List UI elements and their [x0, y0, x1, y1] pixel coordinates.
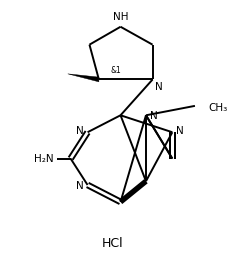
Text: N: N — [76, 126, 84, 136]
Text: N: N — [175, 126, 183, 136]
Polygon shape — [67, 74, 99, 82]
Text: &1: &1 — [110, 66, 120, 75]
Text: NH: NH — [112, 12, 128, 22]
Text: N: N — [76, 181, 84, 191]
Text: N: N — [149, 111, 157, 121]
Text: CH₃: CH₃ — [207, 103, 226, 113]
Text: N: N — [155, 82, 162, 92]
Text: HCl: HCl — [102, 237, 123, 250]
Text: H₂N: H₂N — [34, 154, 53, 163]
